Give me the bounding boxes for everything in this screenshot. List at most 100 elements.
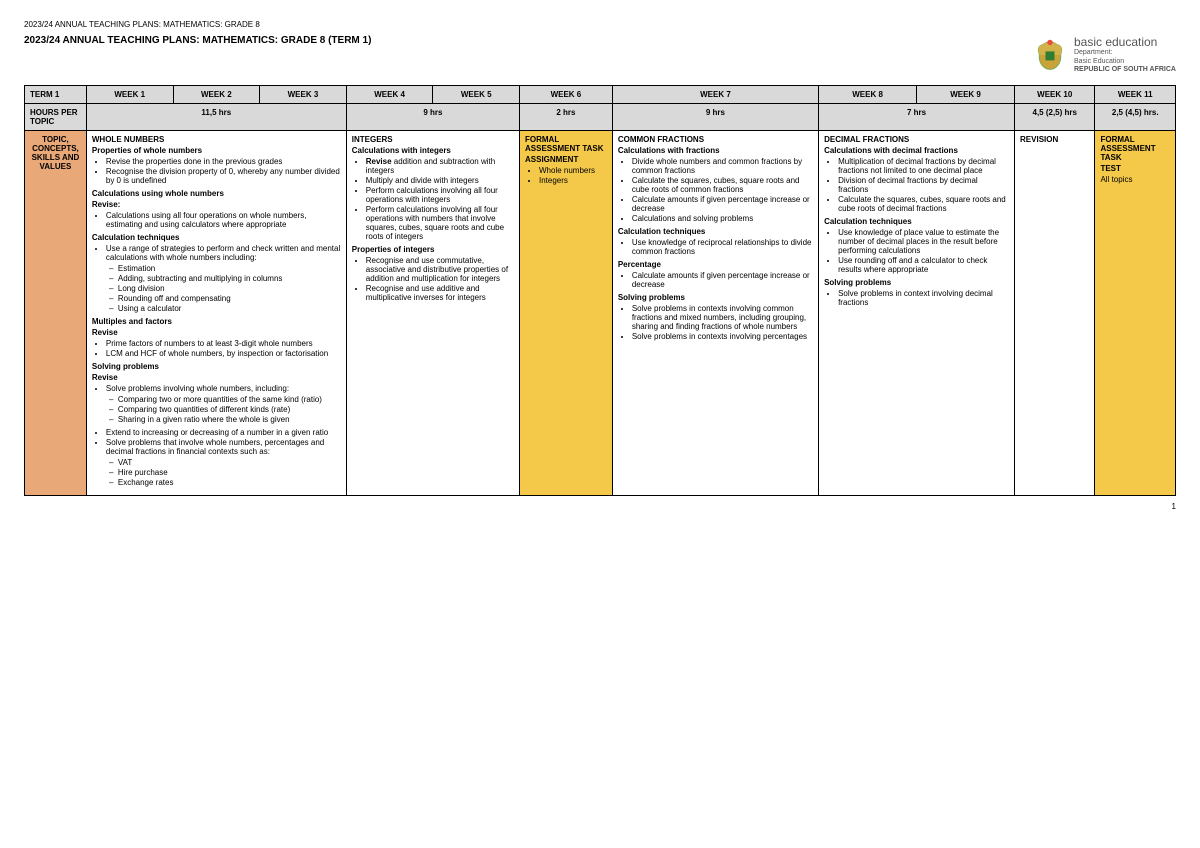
week-3: WEEK 3 [260,85,347,103]
c1-b4: Use a range of strategies to perform and… [106,244,341,313]
whole-numbers-cell: WHOLE NUMBERS Properties of whole number… [86,130,346,495]
c1-b4b: Adding, subtracting and multiplying in c… [118,274,341,283]
page-number: 1 [24,502,1176,511]
c5-t2: Calculations with decimal fractions [824,146,1009,155]
c4-t4: Percentage [618,260,813,269]
c1-b9b: Hire purchase [118,468,341,477]
c4-t1: COMMON FRACTIONS [618,135,813,144]
teaching-plan-table: TERM 1 WEEK 1 WEEK 2 WEEK 3 WEEK 4 WEEK … [24,85,1176,496]
revision-cell: REVISION [1015,130,1095,495]
c1-b9c: Exchange rates [118,478,341,487]
c1-t1: WHOLE NUMBERS [92,135,341,144]
logo-line4: REPUBLIC OF SOUTH AFRICA [1074,66,1176,74]
c5-t4: Solving problems [824,278,1009,287]
c1-b8: Extend to increasing or decreasing of a … [106,428,341,437]
c5-b6: Solve problems in context involving deci… [838,289,1009,307]
c2-b1: Revise addition and subtraction with int… [366,157,514,175]
doc-title: 2023/24 ANNUAL TEACHING PLANS: MATHEMATI… [24,35,371,46]
week-header-row: TERM 1 WEEK 1 WEEK 2 WEEK 3 WEEK 4 WEEK … [25,85,1176,103]
term-header: TERM 1 [25,85,87,103]
c3-t1: FORMAL ASSESSMENT TASK [525,135,607,153]
c4-b2: Calculate the squares, cubes, square roo… [632,176,813,194]
hours-g: 2,5 (4,5) hrs. [1095,103,1176,130]
c1-t2: Properties of whole numbers [92,146,341,155]
c2-b5: Recognise and use commutative, associati… [366,256,514,283]
c2-t1: INTEGERS [352,135,514,144]
c2-b2: Multiply and divide with integers [366,176,514,185]
week-10: WEEK 10 [1015,85,1095,103]
c4-b7: Solve problems in contexts involving com… [632,304,813,331]
c1-b2: Recognise the division property of 0, wh… [106,167,341,185]
c1-b4d: Rounding off and compensating [118,294,341,303]
c4-t2: Calculations with fractions [618,146,813,155]
c4-t5: Solving problems [618,293,813,302]
coat-of-arms-icon [1032,37,1068,73]
week-7: WEEK 7 [612,85,818,103]
c1-b9a: VAT [118,458,341,467]
c3-b1: Whole numbers [539,166,607,175]
week-5: WEEK 5 [433,85,520,103]
c5-b3: Calculate the squares, cubes, square roo… [838,195,1009,213]
assessment-test-cell: FORMAL ASSESSMENT TASK TEST All topics [1095,130,1176,495]
c4-b4: Calculations and solving problems [632,214,813,223]
hours-c: 2 hrs [520,103,613,130]
integers-cell: INTEGERS Calculations with integers Revi… [346,130,519,495]
c2-b4: Perform calculations involving all four … [366,205,514,241]
week-4: WEEK 4 [346,85,433,103]
c2-b3: Perform calculations involving all four … [366,186,514,204]
c4-t3: Calculation techniques [618,227,813,236]
c1-b1: Revise the properties done in the previo… [106,157,341,166]
c1-b7: Solve problems involving whole numbers, … [106,384,341,424]
c7-t2: TEST [1100,164,1170,173]
hours-d: 9 hrs [612,103,818,130]
c1-t4: Revise: [92,200,341,209]
c2-t2: Calculations with integers [352,146,514,155]
c5-b2: Division of decimal fractions by decimal… [838,176,1009,194]
content-row: TOPIC, CONCEPTS, SKILLS AND VALUES WHOLE… [25,130,1176,495]
c4-b8: Solve problems in contexts involving per… [632,332,813,341]
topic-label: TOPIC, CONCEPTS, SKILLS AND VALUES [25,130,87,495]
c1-b6: LCM and HCF of whole numbers, by inspect… [106,349,341,358]
c4-b5: Use knowledge of reciprocal relationship… [632,238,813,256]
hours-e: 7 hrs [819,103,1015,130]
c2-b6: Recognise and use additive and multiplic… [366,284,514,302]
hours-f: 4,5 (2,5) hrs [1015,103,1095,130]
hours-b: 9 hrs [346,103,519,130]
hours-a: 11,5 hrs [86,103,346,130]
week-1: WEEK 1 [86,85,173,103]
c5-b1: Multiplication of decimal fractions by d… [838,157,1009,175]
c6-t1: REVISION [1020,135,1089,144]
logo-line3: Basic Education [1074,58,1176,66]
c1-b7c: Sharing in a given ratio where the whole… [118,415,341,424]
c1-t7: Revise [92,328,341,337]
c5-b5: Use rounding off and a calculator to che… [838,256,1009,274]
logo-line2: Department: [1074,49,1176,57]
c7-b1: All topics [1100,175,1170,184]
c1-b3: Calculations using all four operations o… [106,211,341,229]
decimal-fractions-cell: DECIMAL FRACTIONS Calculations with deci… [819,130,1015,495]
c1-b4a: Estimation [118,264,341,273]
week-9: WEEK 9 [917,85,1015,103]
c3-b2: Integers [539,176,607,185]
c1-t9: Revise [92,373,341,382]
c3-t2: ASSIGNMENT [525,155,607,164]
c2-t3: Properties of integers [352,245,514,254]
c1-b7b: Comparing two quantities of different ki… [118,405,341,414]
c4-b3: Calculate amounts if given percentage in… [632,195,813,213]
logo-block: basic education Department: Basic Educat… [1032,35,1176,75]
doc-header-small: 2023/24 ANNUAL TEACHING PLANS: MATHEMATI… [24,20,1176,29]
week-8: WEEK 8 [819,85,917,103]
c1-b5: Prime factors of numbers to at least 3-d… [106,339,341,348]
c5-t3: Calculation techniques [824,217,1009,226]
c1-t5: Calculation techniques [92,233,341,242]
week-2: WEEK 2 [173,85,260,103]
header-row: 2023/24 ANNUAL TEACHING PLANS: MATHEMATI… [24,35,1176,75]
hours-row: HOURS PER TOPIC 11,5 hrs 9 hrs 2 hrs 9 h… [25,103,1176,130]
c1-b9-text: Solve problems that involve whole number… [106,438,324,456]
hours-label: HOURS PER TOPIC [25,103,87,130]
c1-b9: Solve problems that involve whole number… [106,438,341,487]
week-11: WEEK 11 [1095,85,1176,103]
c1-b7-text: Solve problems involving whole numbers, … [106,384,289,393]
c1-t8: Solving problems [92,362,341,371]
c7-t1: FORMAL ASSESSMENT TASK [1100,135,1170,162]
